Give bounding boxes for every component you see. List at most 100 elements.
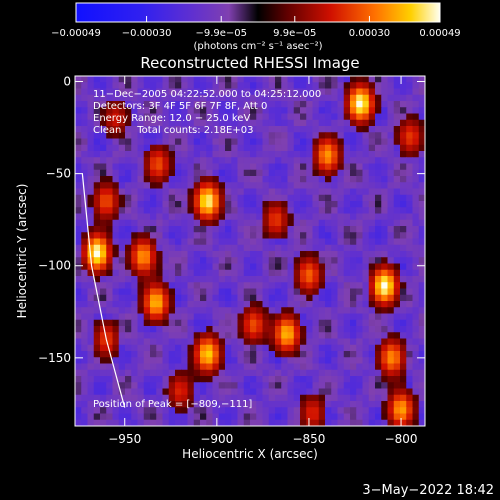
heatmap-cell [150, 163, 157, 171]
heatmap-cell [281, 238, 289, 246]
heatmap-cell [375, 332, 382, 340]
annotation-energy-range: Energy Range: 12.0 − 25.0 keV [93, 113, 250, 124]
heatmap-cell [250, 413, 257, 421]
heatmap-cell [250, 363, 257, 371]
heatmap-cell [350, 213, 357, 221]
heatmap-cell [381, 282, 389, 290]
heatmap-cell [387, 313, 395, 321]
heatmap-cell [393, 163, 401, 171]
heatmap-cell [193, 207, 201, 215]
heatmap-cell [400, 413, 407, 421]
heatmap-cell [300, 282, 307, 290]
heatmap-cell [306, 157, 314, 165]
heatmap-cell [231, 357, 239, 365]
heatmap-cell [106, 188, 114, 196]
heatmap-cell [250, 244, 257, 252]
heatmap-cell [256, 219, 264, 227]
heatmap-cell [231, 238, 239, 246]
heatmap-cell [362, 207, 370, 215]
heatmap-cell [362, 94, 370, 102]
heatmap-cell [387, 182, 395, 190]
heatmap-cell [412, 413, 420, 421]
heatmap-cell [418, 407, 425, 415]
heatmap-cell [331, 369, 339, 377]
heatmap-cell [356, 276, 364, 283]
heatmap-cell [200, 319, 207, 327]
heatmap-cell [356, 288, 364, 296]
heatmap-cell [400, 407, 407, 415]
heatmap-cell [418, 107, 425, 115]
heatmap-cell [387, 213, 395, 221]
heatmap-cell [268, 376, 276, 383]
heatmap-cell [125, 188, 132, 196]
heatmap-cell [400, 138, 407, 146]
heatmap-cell [381, 369, 389, 377]
heatmap-cell [100, 326, 107, 333]
heatmap-cell [187, 113, 195, 121]
heatmap-cell [406, 176, 414, 183]
heatmap-cell [343, 213, 351, 221]
heatmap-cell [362, 326, 370, 333]
heatmap-cell [412, 188, 420, 196]
heatmap-cell [393, 369, 401, 377]
heatmap-cell [106, 119, 114, 127]
heatmap-cell [400, 182, 407, 190]
heatmap-cell [406, 107, 414, 115]
heatmap-cell [350, 232, 357, 240]
heatmap-cell [381, 176, 389, 183]
heatmap-cell [168, 213, 176, 221]
heatmap-cell [243, 288, 251, 296]
heatmap-cell [193, 394, 201, 402]
heatmap-cell [381, 407, 389, 415]
heatmap-cell [262, 301, 270, 308]
heatmap-cell [175, 119, 182, 127]
heatmap-cell [293, 301, 301, 308]
heatmap-cell [143, 76, 151, 83]
heatmap-cell [250, 119, 257, 127]
heatmap-cell [400, 151, 407, 158]
heatmap-cell [375, 344, 382, 352]
heatmap-cell [362, 113, 370, 121]
heatmap-cell [143, 213, 151, 221]
heatmap-cell [362, 357, 370, 365]
heatmap-cell [300, 126, 307, 133]
heatmap-cell [75, 113, 82, 121]
heatmap-cell [168, 394, 176, 402]
heatmap-cell [287, 182, 295, 190]
heatmap-cell [231, 244, 239, 252]
heatmap-cell [312, 232, 320, 240]
heatmap-cell [206, 369, 214, 377]
heatmap-cell [250, 407, 257, 415]
heatmap-cell [231, 319, 239, 327]
heatmap-cell [162, 419, 170, 426]
heatmap-cell [156, 401, 164, 408]
heatmap-cell [75, 94, 82, 102]
heatmap-cell [212, 126, 220, 133]
heatmap-cell [237, 201, 245, 208]
heatmap-cell [312, 201, 320, 208]
heatmap-cell [168, 119, 176, 127]
heatmap-cell [256, 88, 264, 96]
heatmap-cell [256, 82, 264, 90]
heatmap-cell [106, 263, 114, 271]
heatmap-cell [356, 244, 364, 252]
heatmap-cell [200, 182, 207, 190]
heatmap-cell [287, 338, 295, 346]
heatmap-cell [325, 351, 332, 358]
heatmap-cell [312, 238, 320, 246]
heatmap-cell [275, 313, 282, 321]
heatmap-cell [225, 413, 232, 421]
heatmap-cell [125, 113, 132, 121]
heatmap-cell [125, 326, 132, 333]
heatmap-cell [325, 388, 332, 396]
heatmap-cell [193, 88, 201, 96]
heatmap-cell [356, 263, 364, 271]
heatmap-cell [218, 82, 226, 90]
heatmap-cell [206, 238, 214, 246]
heatmap-cell [87, 76, 95, 83]
heatmap-cell [318, 357, 326, 365]
heatmap-cell [125, 307, 132, 315]
heatmap-cell [281, 163, 289, 171]
heatmap-cell [418, 176, 425, 183]
heatmap-cell [175, 394, 182, 402]
